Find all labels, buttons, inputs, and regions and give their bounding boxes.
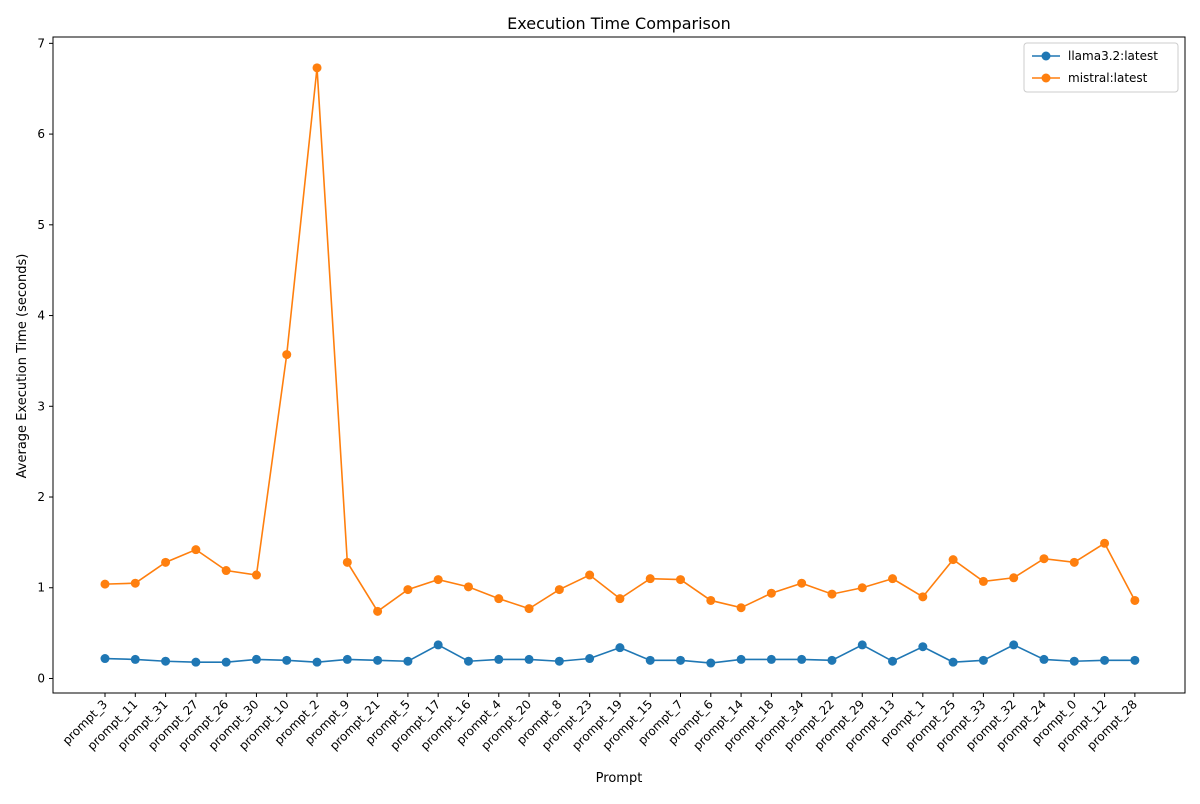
data-point <box>736 603 746 613</box>
data-point <box>615 643 625 653</box>
data-point <box>888 574 898 584</box>
data-point <box>918 642 928 652</box>
data-point <box>736 654 746 664</box>
data-point <box>797 578 807 588</box>
legend-item: llama3.2:latest <box>1032 49 1158 63</box>
data-point <box>888 656 898 666</box>
data-point <box>857 640 867 650</box>
y-tick-label: 3 <box>37 399 45 413</box>
data-point <box>130 654 140 664</box>
y-axis: 0 1 2 3 4 5 6 7 <box>37 36 53 685</box>
data-point <box>857 583 867 593</box>
series-layer <box>100 63 1140 668</box>
data-point <box>645 655 655 665</box>
data-point <box>161 656 171 666</box>
data-point <box>342 654 352 664</box>
data-point <box>161 557 171 567</box>
data-point <box>797 654 807 664</box>
data-point <box>433 640 443 650</box>
data-point <box>1039 654 1049 664</box>
series-1 <box>100 63 1140 616</box>
data-point <box>494 594 504 604</box>
data-point <box>645 574 655 584</box>
data-point <box>978 576 988 586</box>
data-point <box>463 582 473 592</box>
data-point <box>342 557 352 567</box>
legend-box <box>1023 42 1179 93</box>
data-point <box>221 657 231 667</box>
legend-label: llama3.2:latest <box>1068 49 1158 63</box>
data-point <box>282 350 292 360</box>
data-point <box>1069 656 1079 666</box>
data-point <box>373 655 383 665</box>
data-point <box>251 654 261 664</box>
y-axis-label: Average Execution Time (seconds) <box>15 254 30 479</box>
data-point <box>676 655 686 665</box>
data-point <box>282 655 292 665</box>
data-point <box>585 654 595 664</box>
data-point <box>221 566 231 576</box>
data-point <box>524 604 534 614</box>
data-point <box>403 656 413 666</box>
y-tick-label: 2 <box>37 490 45 504</box>
data-point <box>766 654 776 664</box>
y-tick-label: 6 <box>37 127 45 141</box>
data-point <box>554 656 564 666</box>
data-point <box>948 555 958 565</box>
legend: llama3.2:latest mistral:latest <box>1023 42 1179 93</box>
data-point <box>251 570 261 580</box>
data-point <box>1100 538 1110 548</box>
y-tick-label: 0 <box>37 671 45 685</box>
data-point <box>676 575 686 585</box>
legend-label: mistral:latest <box>1068 71 1148 85</box>
chart-title: Execution Time Comparison <box>507 14 731 33</box>
data-point <box>766 588 776 598</box>
data-point <box>1009 640 1019 650</box>
data-point <box>433 575 443 585</box>
y-tick-label: 7 <box>37 36 45 50</box>
data-point <box>1130 655 1140 665</box>
data-point <box>524 654 534 664</box>
series-0 <box>100 640 1140 668</box>
data-point <box>706 595 716 605</box>
data-point <box>978 655 988 665</box>
data-point <box>463 656 473 666</box>
data-point <box>312 63 322 73</box>
data-point <box>191 545 201 555</box>
data-point <box>554 585 564 595</box>
plot-frame <box>52 36 1186 694</box>
data-point <box>312 657 322 667</box>
series-line <box>104 67 1136 613</box>
legend-marker <box>1041 51 1051 61</box>
data-point <box>403 585 413 595</box>
data-point <box>918 592 928 602</box>
data-point <box>191 657 201 667</box>
data-point <box>100 654 110 664</box>
legend-marker <box>1041 73 1051 83</box>
data-point <box>1009 573 1019 583</box>
data-point <box>1069 557 1079 567</box>
data-point <box>827 589 837 599</box>
x-axis: prompt_3prompt_11prompt_31prompt_27promp… <box>60 693 1140 753</box>
data-point <box>373 606 383 616</box>
data-point <box>1100 655 1110 665</box>
data-point <box>948 657 958 667</box>
legend-item: mistral:latest <box>1032 71 1148 85</box>
data-point <box>827 655 837 665</box>
data-point <box>706 658 716 668</box>
data-point <box>615 594 625 604</box>
data-point <box>1039 554 1049 564</box>
y-tick-label: 1 <box>37 581 45 595</box>
data-point <box>100 579 110 589</box>
data-point <box>1130 595 1140 605</box>
data-point <box>585 570 595 580</box>
data-point <box>130 578 140 588</box>
y-tick-label: 4 <box>37 309 45 323</box>
data-point <box>494 654 504 664</box>
y-tick-label: 5 <box>37 218 45 232</box>
x-axis-label: Prompt <box>596 771 643 786</box>
